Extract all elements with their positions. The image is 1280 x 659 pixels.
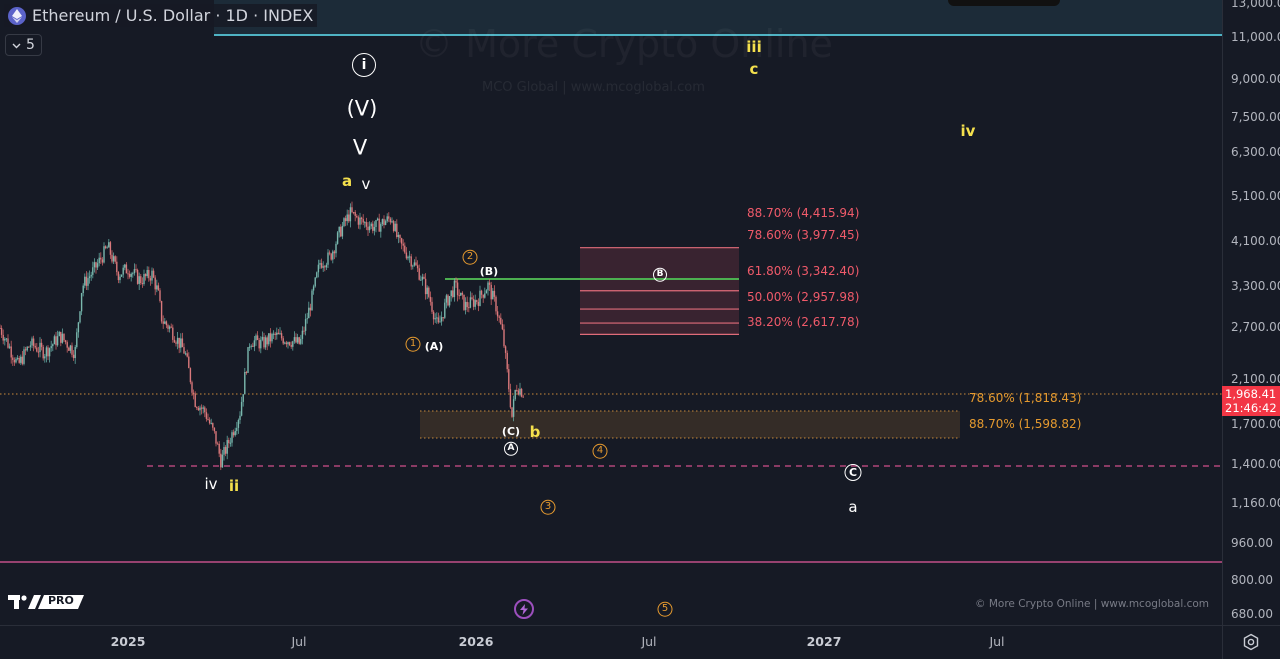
- price-tick: 5,100.00: [1231, 189, 1280, 203]
- price-tick: 800.00: [1231, 573, 1273, 587]
- wave-label: v: [361, 175, 371, 193]
- fib-lower-zone: [420, 411, 960, 438]
- time-tick: Jul: [989, 634, 1005, 649]
- wave-label: 1: [405, 333, 421, 352]
- upper-target-band: [214, 0, 1222, 36]
- chart-area[interactable]: © More Crypto Online MCO Global | www.mc…: [0, 0, 1222, 625]
- chevron-down-icon: [12, 37, 21, 53]
- wave-label: iii: [746, 38, 762, 56]
- fib-upper-label: 88.70% (4,415.94): [747, 206, 860, 220]
- time-tick: 2026: [458, 634, 494, 649]
- pro-badge: PRO: [48, 594, 74, 607]
- wave-label: ii: [228, 477, 240, 495]
- price-tick: 960.00: [1231, 536, 1273, 550]
- time-axis[interactable]: 2025 Jul 2026 Jul 2027 Jul: [0, 625, 1222, 659]
- bar-countdown: 21:46:42: [1225, 401, 1277, 415]
- symbol-header[interactable]: Ethereum / U.S. Dollar · 1D · INDEX: [4, 4, 318, 27]
- price-tick: 3,300.00: [1231, 279, 1280, 293]
- wave-label: 4: [592, 440, 608, 459]
- fib-lower-label: 88.70% (1,598.82): [969, 417, 1082, 431]
- time-tick: 2027: [806, 634, 842, 649]
- wave-label: i: [352, 53, 376, 77]
- wave-label: (B): [479, 265, 499, 278]
- price-axis[interactable]: 13,000.00 11,000.00 9,000.00 7,500.00 6,300.…: [1222, 0, 1280, 625]
- fib-upper-label: 61.80% (3,342.40): [747, 264, 860, 278]
- price-tick: 1,700.00: [1231, 417, 1280, 431]
- fib-upper-label: 50.00% (2,957.98): [747, 290, 860, 304]
- price-tick: 11,000.00: [1231, 30, 1280, 44]
- wave-label: iv: [960, 122, 976, 140]
- time-tick: Jul: [641, 634, 657, 649]
- wave-label: A: [504, 437, 518, 456]
- legend-collapse-toggle[interactable]: 5: [5, 34, 42, 56]
- wave-label: C: [844, 463, 862, 481]
- price-tick: 1,160.00: [1231, 496, 1280, 510]
- wave-label: 3: [540, 496, 556, 515]
- wave-label: 5: [657, 598, 673, 617]
- price-plot[interactable]: [0, 0, 1222, 625]
- watermark-main: © More Crypto Online: [415, 22, 833, 66]
- wave-label: (C): [501, 425, 521, 438]
- ethereum-logo-icon: [8, 6, 26, 25]
- wave-label: (A): [424, 340, 444, 353]
- watermark-sub: MCO Global | www.mcoglobal.com: [482, 80, 705, 95]
- copyright-text: © More Crypto Online | www.mcoglobal.com: [975, 598, 1210, 610]
- fib-lower-label: 78.60% (1,818.43): [969, 391, 1082, 405]
- time-tick: Jul: [291, 634, 307, 649]
- price-tick: 9,000.00: [1231, 72, 1280, 86]
- last-price: 1,968.41: [1225, 387, 1277, 401]
- wave-label: a: [341, 172, 353, 190]
- wave-label: b: [529, 423, 541, 441]
- wave-label: iv: [204, 475, 218, 493]
- tradingview-logo-icon: [8, 595, 84, 609]
- price-tick: 4,100.00: [1231, 234, 1280, 248]
- last-price-tag: 1,968.41 21:46:42: [1222, 386, 1280, 416]
- wave-label: c: [749, 60, 759, 78]
- chart-settings-corner[interactable]: [1222, 625, 1280, 659]
- wave-label: B: [653, 263, 667, 282]
- fib-upper-label: 38.20% (2,617.78): [747, 315, 860, 329]
- fib-upper-label: 78.60% (3,977.45): [747, 228, 860, 242]
- settings-icon[interactable]: [1242, 633, 1260, 651]
- wave-label: V: [352, 135, 368, 160]
- price-tick: 13,000.00: [1231, 0, 1280, 10]
- price-tick: 6,300.00: [1231, 145, 1280, 159]
- wave-label: 2: [462, 246, 478, 265]
- tradingview-logo[interactable]: PRO: [8, 593, 86, 611]
- lightning-event-icon[interactable]: [514, 599, 534, 619]
- price-tick: 2,700.00: [1231, 320, 1280, 334]
- time-tick: 2025: [110, 634, 146, 649]
- wave-label: a: [848, 498, 858, 516]
- price-tick: 2,100.00: [1231, 372, 1280, 386]
- wave-label: (V): [346, 96, 378, 121]
- top-toolbar-handle[interactable]: [948, 0, 1060, 6]
- price-tick: 680.00: [1231, 607, 1273, 621]
- indicator-count: 5: [26, 37, 35, 53]
- symbol-title: Ethereum / U.S. Dollar · 1D · INDEX: [32, 6, 314, 25]
- price-tick: 1,400.00: [1231, 457, 1280, 471]
- price-tick: 7,500.00: [1231, 110, 1280, 124]
